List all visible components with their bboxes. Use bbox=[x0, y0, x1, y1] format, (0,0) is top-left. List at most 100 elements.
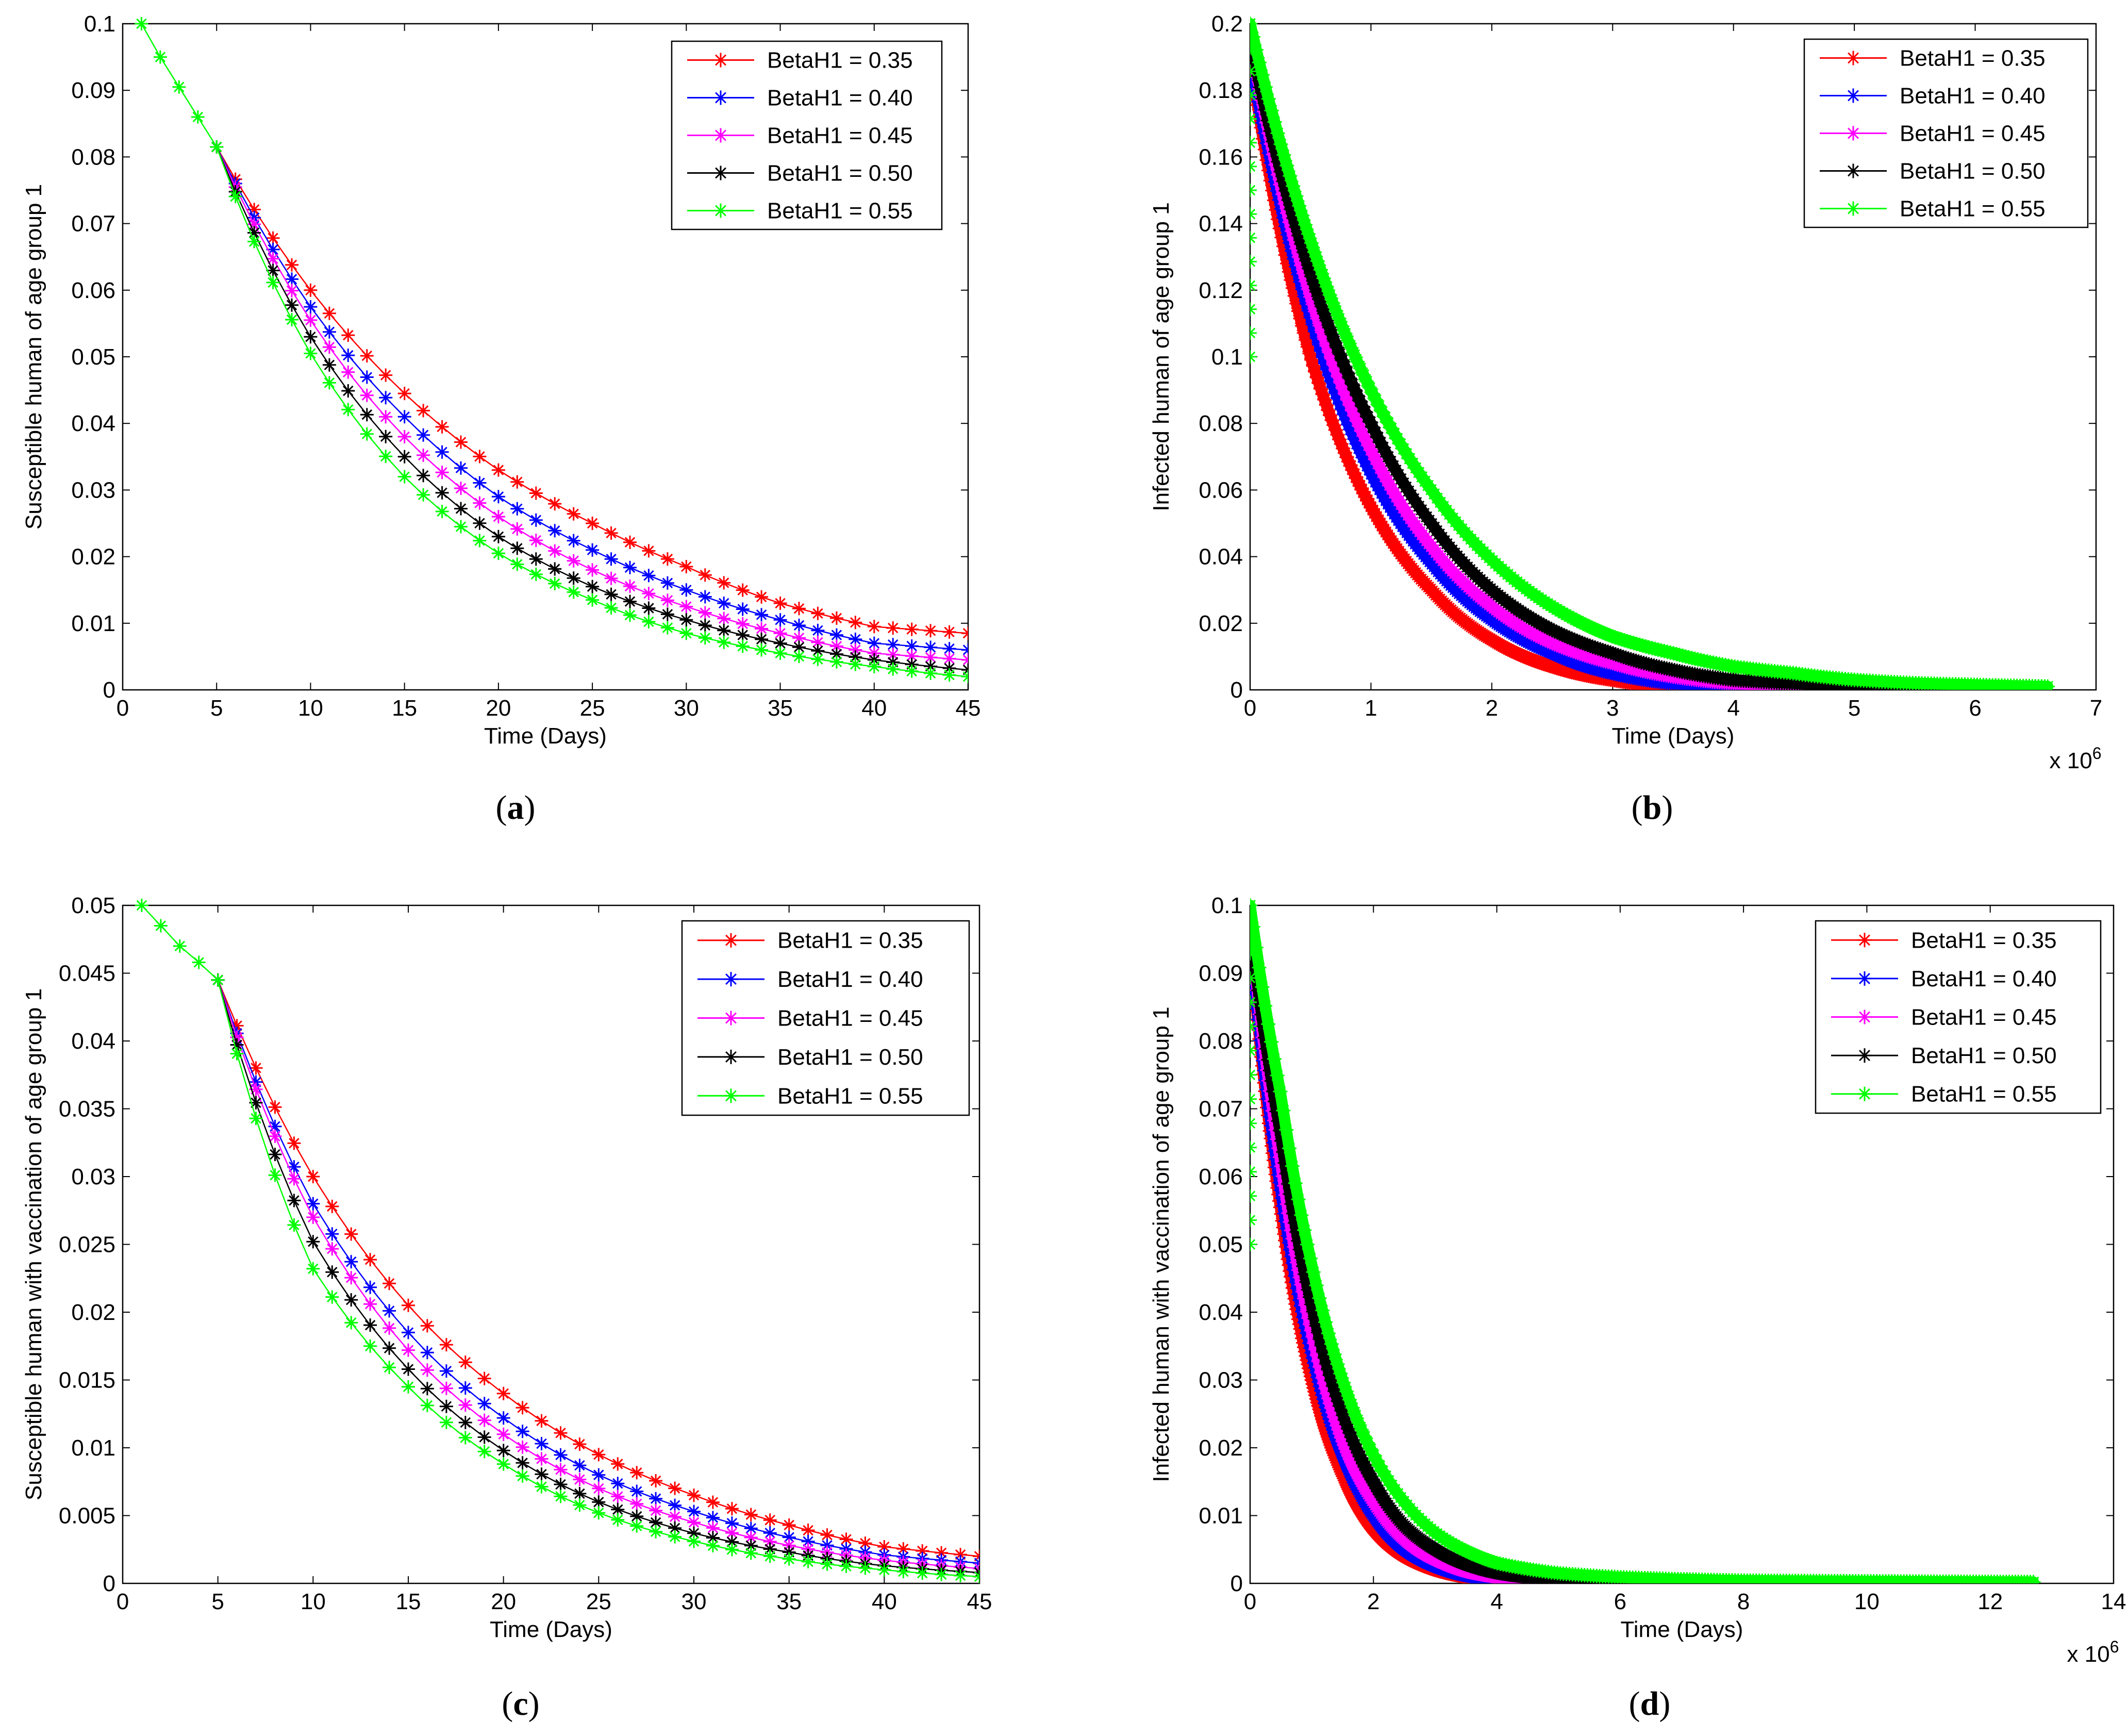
data-point bbox=[510, 522, 524, 536]
data-point bbox=[417, 448, 430, 462]
series-layer bbox=[1250, 16, 2055, 690]
legend-item: BetaH1 = 0.55 bbox=[1820, 196, 2046, 222]
data-point bbox=[439, 1338, 453, 1352]
data-point bbox=[867, 620, 881, 634]
data-point bbox=[420, 1382, 434, 1396]
x-tick-label: 10 bbox=[1854, 1589, 1880, 1614]
data-point bbox=[773, 646, 787, 660]
y-tick-label: 0.05 bbox=[71, 893, 115, 918]
data-point bbox=[811, 635, 825, 649]
data-point bbox=[630, 1509, 644, 1523]
data-point bbox=[660, 576, 674, 590]
data-point bbox=[363, 1318, 377, 1332]
data-point bbox=[249, 1061, 263, 1075]
data-point bbox=[268, 1100, 282, 1114]
chart-panel-a: 0 5 10 15 20 25 30 35 40 45 0 0.01 0.02 0.03 0.04 0.05 0… bbox=[21, 11, 980, 826]
data-point bbox=[344, 1271, 358, 1285]
initial-marker bbox=[1250, 1092, 1257, 1106]
data-point bbox=[905, 664, 919, 678]
data-point bbox=[417, 488, 430, 502]
data-point bbox=[604, 587, 618, 601]
data-point bbox=[687, 1489, 701, 1502]
y-tick-label: 0 bbox=[1231, 1571, 1243, 1596]
data-point bbox=[491, 490, 505, 504]
legend-item: BetaH1 = 0.45 bbox=[1820, 121, 2046, 146]
data-point bbox=[496, 1444, 510, 1458]
data-point bbox=[623, 580, 637, 593]
legend-item: BetaH1 = 0.50 bbox=[697, 1045, 923, 1070]
data-point bbox=[849, 616, 862, 630]
data-point bbox=[379, 410, 393, 424]
data-point bbox=[230, 1030, 244, 1044]
data-point bbox=[820, 1528, 834, 1542]
data-point bbox=[668, 1498, 682, 1512]
data-point bbox=[858, 1561, 872, 1575]
data-point bbox=[736, 617, 750, 631]
data-point bbox=[773, 636, 787, 650]
legend-label: BetaH1 = 0.50 bbox=[777, 1045, 923, 1070]
initial-marker bbox=[1250, 1068, 1257, 1082]
data-point bbox=[886, 638, 900, 652]
data-point bbox=[886, 648, 900, 662]
initial-marker bbox=[1250, 184, 1257, 197]
data-point bbox=[567, 554, 580, 568]
data-point bbox=[417, 404, 430, 418]
legend-item: BetaH1 = 0.45 bbox=[1831, 1005, 2057, 1030]
data-point bbox=[924, 651, 938, 664]
data-point bbox=[706, 1531, 720, 1545]
data-point bbox=[905, 657, 919, 671]
shared-initial-marker bbox=[154, 919, 168, 933]
y-tick-label: 0.005 bbox=[59, 1503, 115, 1529]
data-point bbox=[698, 631, 712, 645]
data-point bbox=[477, 1397, 491, 1411]
data-point bbox=[839, 1532, 853, 1546]
series-4 bbox=[1250, 898, 2041, 1583]
data-point bbox=[249, 1082, 263, 1096]
data-point bbox=[458, 1398, 472, 1412]
data-point bbox=[516, 1440, 529, 1454]
legend-item: BetaH1 = 0.55 bbox=[697, 1083, 923, 1109]
data-point bbox=[916, 1566, 929, 1580]
data-point bbox=[706, 1521, 720, 1535]
data-point bbox=[554, 1490, 568, 1503]
legend-label: BetaH1 = 0.40 bbox=[777, 967, 923, 992]
shared-initial-marker bbox=[192, 955, 206, 969]
y-tick-label: 0.07 bbox=[71, 211, 115, 237]
series-0 bbox=[210, 140, 968, 640]
data-point bbox=[623, 608, 637, 622]
data-point bbox=[496, 1427, 510, 1441]
data-point bbox=[687, 1526, 701, 1540]
initial-marker bbox=[1250, 899, 1257, 912]
legend-label: BetaH1 = 0.55 bbox=[767, 199, 913, 224]
data-point bbox=[698, 590, 712, 604]
legend-marker bbox=[713, 53, 728, 68]
legend-marker bbox=[1857, 1086, 1872, 1101]
data-point bbox=[268, 1119, 282, 1133]
data-point bbox=[668, 1481, 682, 1495]
data-point bbox=[458, 1381, 472, 1395]
data-point bbox=[649, 1525, 663, 1539]
data-point bbox=[304, 313, 318, 327]
data-point bbox=[306, 1235, 320, 1249]
legend-label: BetaH1 = 0.45 bbox=[1900, 121, 2046, 146]
data-point bbox=[344, 1227, 358, 1241]
data-point bbox=[877, 1563, 891, 1577]
data-point bbox=[529, 552, 543, 566]
data-point bbox=[379, 450, 393, 464]
data-point bbox=[439, 1381, 453, 1395]
initial-marker bbox=[1250, 88, 1257, 102]
x-tick-label: 5 bbox=[1848, 696, 1860, 721]
data-point bbox=[942, 668, 956, 682]
data-point bbox=[344, 1293, 358, 1307]
legend-marker bbox=[1857, 1010, 1872, 1024]
data-point bbox=[306, 1210, 320, 1224]
series-layer bbox=[135, 899, 979, 1583]
data-point bbox=[516, 1456, 529, 1470]
y-tick-label: 0.08 bbox=[1199, 411, 1243, 436]
data-point bbox=[820, 1539, 834, 1552]
data-point bbox=[360, 349, 374, 363]
data-point bbox=[829, 655, 843, 669]
legend-marker bbox=[713, 166, 728, 180]
data-point bbox=[473, 496, 487, 510]
x-tick-label: 14 bbox=[2101, 1589, 2126, 1614]
